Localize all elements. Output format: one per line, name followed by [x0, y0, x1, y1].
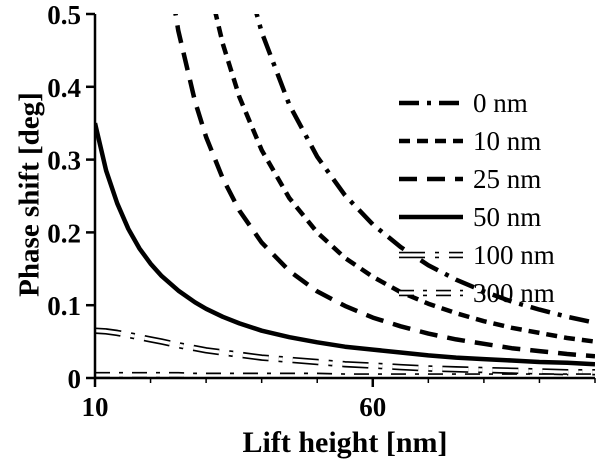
legend-label: 50 nm	[473, 201, 542, 232]
legend-label: 100 nm	[473, 239, 555, 270]
x-tick-label: 60	[359, 392, 386, 422]
series-line-100-nm-fill	[95, 329, 595, 374]
legend-item-25-nm: 25 nm	[398, 160, 555, 198]
legend-label: 10 nm	[473, 125, 542, 156]
legend-item-100-nm: 100 nm	[398, 236, 555, 274]
legend-line-sample	[399, 176, 463, 182]
series-line-100-nm-outline	[95, 327, 595, 376]
y-tick-label: 0.5	[47, 0, 81, 30]
y-axis-title: Phase shift [deg]	[13, 92, 46, 297]
x-axis-title: Lift height [nm]	[242, 426, 448, 459]
series-line-10-nm	[213, 14, 595, 344]
y-tick-label: 0.2	[47, 218, 81, 248]
legend-item-10-nm: 10 nm	[398, 122, 555, 160]
y-tick-label: 0.1	[47, 291, 81, 321]
series-line-25-nm	[173, 14, 595, 359]
legend-line-sample	[399, 214, 463, 220]
series-line-300-nm-fill	[95, 373, 595, 378]
y-tick-label: 0	[68, 364, 82, 394]
x-tick-label: 10	[82, 392, 109, 422]
series-line-50-nm	[95, 122, 595, 367]
legend-line-sample	[399, 251, 463, 259]
legend-item-0-nm: 0 nm	[398, 84, 555, 122]
legend-line-sample	[399, 138, 463, 144]
legend-item-300-nm: 300 nm	[398, 274, 555, 312]
legend-line-sample	[399, 289, 463, 297]
legend-label: 0 nm	[473, 87, 528, 118]
legend-label: 300 nm	[473, 277, 555, 308]
legend-item-50-nm: 50 nm	[398, 198, 555, 236]
series-group	[95, 14, 595, 378]
legend: 0 nm 10 nm 25 nm 50 nm 100 nm 300 nm	[398, 84, 555, 312]
legend-label: 25 nm	[473, 163, 542, 194]
y-tick-label: 0.4	[47, 73, 81, 103]
series-line-0-nm	[254, 14, 595, 325]
legend-line-sample	[399, 100, 463, 106]
y-tick-label: 0.3	[47, 146, 81, 176]
